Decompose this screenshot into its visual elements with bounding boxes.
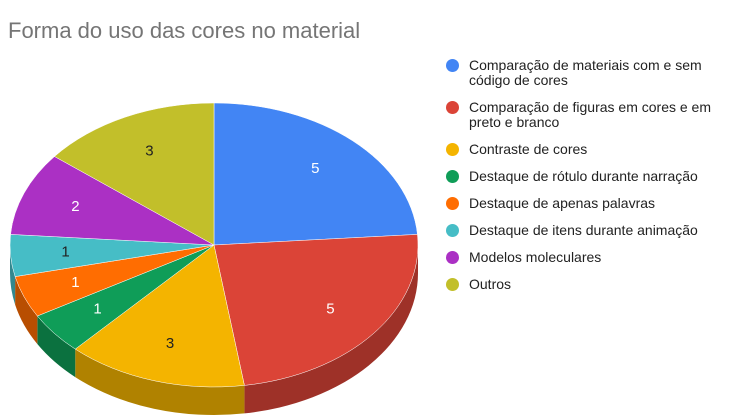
slice-side — [244, 245, 418, 414]
legend-item: Comparação de materiais com e sem código… — [444, 58, 744, 88]
legend-item: Contraste de cores — [444, 142, 744, 157]
slice — [74, 244, 245, 388]
slice — [213, 102, 418, 246]
legend-label: Destaque de itens durante animação — [469, 222, 698, 238]
slice-side — [15, 276, 38, 344]
data-label: 5 — [311, 160, 319, 177]
legend-item: Outros — [444, 277, 744, 292]
data-label: 1 — [61, 244, 69, 261]
data-label: 5 — [326, 301, 334, 318]
slice — [10, 156, 215, 246]
legend-swatch — [446, 59, 459, 72]
legend-label: Comparação de materiais com e sem código… — [469, 57, 702, 88]
legend-swatch — [446, 101, 459, 114]
slice — [54, 102, 215, 246]
legend-label: Destaque de apenas palavras — [469, 195, 656, 211]
data-label: 3 — [166, 335, 174, 352]
legend-label: Comparação de figuras em cores e em pret… — [469, 99, 711, 130]
legend-label: Destaque de rótulo durante narração — [469, 168, 698, 184]
legend-swatch — [446, 251, 459, 264]
data-label: 1 — [71, 274, 79, 291]
legend-item: Modelos moleculares — [444, 250, 744, 265]
legend-swatch — [446, 170, 459, 183]
legend-label: Contraste de cores — [469, 141, 588, 157]
legend-label: Modelos moleculares — [469, 249, 602, 265]
legend-item: Destaque de apenas palavras — [444, 196, 744, 211]
data-label: 1 — [93, 301, 101, 318]
data-label: 3 — [145, 143, 153, 160]
legend-swatch — [446, 143, 459, 156]
data-label: 2 — [71, 198, 79, 215]
legend-swatch — [446, 278, 459, 291]
legend: Comparação de materiais com e sem código… — [444, 58, 744, 304]
legend-item: Comparação de figuras em cores e em pret… — [444, 100, 744, 130]
legend-swatch — [446, 197, 459, 210]
legend-label: Outros — [469, 276, 512, 292]
legend-swatch — [446, 224, 459, 237]
slice-side — [37, 316, 76, 378]
slice-side — [10, 245, 16, 305]
chart-title: Forma do uso das cores no material — [8, 18, 360, 43]
slice — [213, 234, 419, 386]
legend-item: Destaque de itens durante animação — [444, 223, 744, 238]
legend-item: Destaque de rótulo durante narração — [444, 169, 744, 184]
